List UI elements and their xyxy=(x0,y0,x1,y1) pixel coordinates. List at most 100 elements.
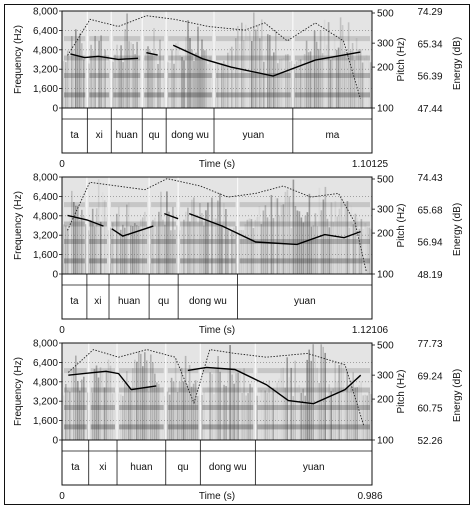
frequency-axis-title: Frequency (Hz) xyxy=(13,357,24,426)
figure-frame xyxy=(4,4,470,505)
syllable-label: xi xyxy=(94,296,101,307)
time-start-label: 0 xyxy=(59,491,65,502)
frequency-axis-title: Frequency (Hz) xyxy=(13,191,24,260)
syllable-label: huan xyxy=(116,130,138,141)
freq-tick-label: 3,200 xyxy=(33,397,58,408)
syllable-label: xi xyxy=(99,462,106,473)
pitch-tick-label: 300 xyxy=(377,371,394,382)
pitch-axis-title: Pitch (Hz) xyxy=(396,38,407,82)
pitch-contour xyxy=(68,370,157,391)
freq-tick-label: 1,600 xyxy=(33,84,58,95)
pitch-tick-label: 300 xyxy=(377,39,394,50)
syllable-label: dong wu xyxy=(209,462,247,473)
energy-tick-label: 48.19 xyxy=(417,270,442,281)
pitch-tick-label: 200 xyxy=(377,63,394,74)
time-end-label: 0.986 xyxy=(357,491,382,502)
pitch-tick-label: 100 xyxy=(377,270,394,281)
time-axis-title: Time (s) xyxy=(199,491,235,502)
syllable-label: huan xyxy=(130,462,152,473)
freq-tick-label: 4,800 xyxy=(33,377,58,388)
time-end-label: 1.12106 xyxy=(352,325,389,336)
syllable-label: ta xyxy=(71,130,80,141)
energy-tick-label: 52.26 xyxy=(417,436,442,447)
time-start-label: 0 xyxy=(59,325,65,336)
frequency-axis-title: Frequency (Hz) xyxy=(13,25,24,94)
time-axis-title: Time (s) xyxy=(199,325,235,336)
pitch-tick-label: 100 xyxy=(377,104,394,115)
freq-tick-label: 3,200 xyxy=(33,65,58,76)
energy-tick-label: 74.29 xyxy=(417,7,442,18)
syllable-label: ma xyxy=(325,130,339,141)
energy-contour xyxy=(67,349,365,426)
energy-tick-label: 77.73 xyxy=(417,339,442,350)
syllable-label: ta xyxy=(71,462,80,473)
pitch-contour xyxy=(187,366,362,405)
panel-1: ta xi huan qu dong wu yuan ma 8,000 6,400 4,800 3,… xyxy=(13,7,463,171)
energy-tick-label: 65.68 xyxy=(417,205,442,216)
pitch-tick-label: 300 xyxy=(377,205,394,216)
syllable-tier xyxy=(61,439,373,486)
energy-tick-label: 65.34 xyxy=(417,39,442,50)
freq-tick-label: 8,000 xyxy=(33,173,58,184)
freq-tick-label: 3,200 xyxy=(33,231,58,242)
energy-contour xyxy=(67,15,361,99)
spectrogram-image xyxy=(62,177,373,274)
panel-3: ta xi huan qu dong wu yuan 8,000 6,400 4,800 3,20… xyxy=(13,339,463,503)
pitch-axis-title: Pitch (Hz) xyxy=(396,204,407,248)
energy-tick-label: 56.39 xyxy=(417,72,442,83)
energy-tick-label: 56.94 xyxy=(417,238,442,249)
spectrogram-image xyxy=(62,11,372,109)
pitch-tick-label: 500 xyxy=(377,9,394,20)
freq-tick-label: 0 xyxy=(52,104,58,115)
freq-tick-label: 6,400 xyxy=(33,192,58,203)
pitch-contour xyxy=(67,214,104,227)
syllable-tier xyxy=(61,107,373,154)
syllable-label: xi xyxy=(96,130,103,141)
energy-tick-label: 74.43 xyxy=(417,173,442,184)
syllable-label: qu xyxy=(149,130,160,141)
pitch-contour xyxy=(111,225,154,237)
syllable-label: dong wu xyxy=(171,130,209,141)
syllable-label: ta xyxy=(70,296,79,307)
freq-tick-label: 4,800 xyxy=(33,211,58,222)
pitch-tick-label: 500 xyxy=(377,175,394,186)
time-end-label: 1.10125 xyxy=(352,159,389,170)
pitch-contour xyxy=(146,52,158,56)
freq-tick-label: 0 xyxy=(52,436,58,447)
syllable-label: yuan xyxy=(303,462,325,473)
syllable-label: yuan xyxy=(243,130,265,141)
pitch-contour xyxy=(70,53,139,61)
spectrogram-image xyxy=(62,343,372,440)
pitch-contour xyxy=(188,212,361,246)
pitch-axis-title: Pitch (Hz) xyxy=(396,370,407,414)
syllable-label: dong wu xyxy=(189,296,227,307)
pitch-tick-label: 500 xyxy=(377,341,394,352)
energy-axis-title: Energy (dB) xyxy=(452,37,463,90)
freq-tick-label: 1,600 xyxy=(33,416,58,427)
pitch-tick-label: 100 xyxy=(377,436,394,447)
freq-tick-label: 6,400 xyxy=(33,358,58,369)
syllable-label: huan xyxy=(118,296,140,307)
pitch-tick-label: 200 xyxy=(377,395,394,406)
time-start-label: 0 xyxy=(59,159,65,170)
energy-tick-label: 60.75 xyxy=(417,404,442,415)
freq-tick-label: 6,400 xyxy=(33,26,58,37)
energy-axis-title: Energy (dB) xyxy=(452,369,463,422)
panel-2: ta xi huan qu dong wu yuan 8,000 6,400 4,800 3,20… xyxy=(13,173,463,337)
freq-tick-label: 0 xyxy=(52,270,58,281)
freq-tick-label: 8,000 xyxy=(33,339,58,350)
freq-tick-label: 4,800 xyxy=(33,45,58,56)
syllable-label: qu xyxy=(158,296,169,307)
energy-tick-label: 69.24 xyxy=(417,371,442,382)
energy-tick-label: 47.44 xyxy=(417,104,442,115)
syllable-label: qu xyxy=(177,462,188,473)
syllable-label: yuan xyxy=(294,296,316,307)
pitch-tick-label: 200 xyxy=(377,229,394,240)
freq-tick-label: 1,600 xyxy=(33,250,58,261)
energy-axis-title: Energy (dB) xyxy=(452,203,463,256)
syllable-tier xyxy=(61,273,373,320)
freq-tick-label: 8,000 xyxy=(33,7,58,18)
time-axis-title: Time (s) xyxy=(199,159,235,170)
pitch-contour xyxy=(172,44,361,77)
